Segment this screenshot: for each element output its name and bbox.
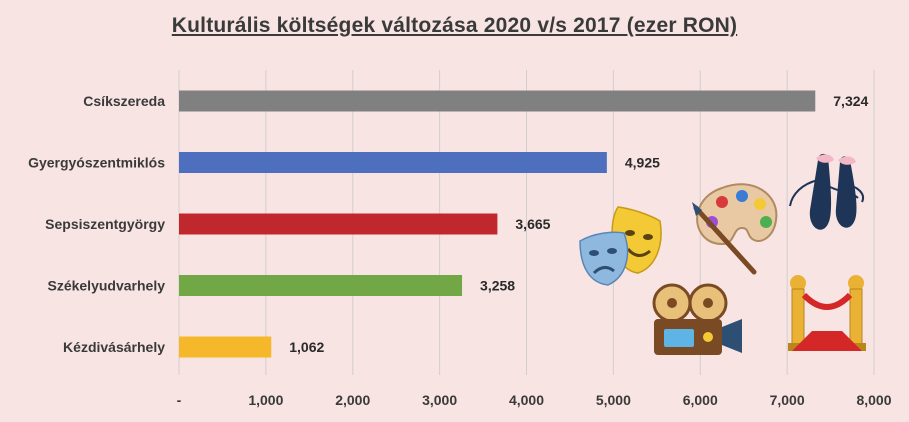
data-label: 3,258 (480, 278, 515, 294)
x-tick-label: 8,000 (856, 392, 891, 408)
paint-palette-icon (692, 183, 778, 275)
bar (179, 152, 607, 173)
theater-masks-icon (579, 206, 662, 286)
bars (179, 90, 816, 358)
x-tick-label: 6,000 (683, 392, 718, 408)
data-label: 3,665 (515, 216, 550, 232)
ballet-shoes-icon (789, 153, 864, 230)
data-label: 4,925 (625, 155, 660, 171)
chart-title: Kulturális költségek változása 2020 v/s … (171, 14, 738, 37)
bar (179, 275, 463, 296)
x-tick-label: 4,000 (509, 392, 544, 408)
x-tick-label: 5,000 (596, 392, 631, 408)
x-tick-label: 3,000 (422, 392, 457, 408)
category-labels: Csíkszereda Gyergyószentmiklós Sepsiszentg… (28, 93, 165, 355)
data-label: 1,062 (289, 339, 324, 355)
category-label: Gyergyószentmiklós (28, 155, 165, 171)
category-label: Székelyudvarhely (47, 278, 165, 294)
red-carpet-icon (788, 275, 866, 351)
category-label: Kézdivásárhely (63, 339, 165, 355)
bar (179, 213, 498, 235)
bar (179, 90, 816, 112)
category-label: Sepsiszentgyörgy (45, 216, 165, 232)
x-tick-label: - (177, 392, 182, 408)
category-label: Csíkszereda (83, 93, 165, 109)
x-tick-label: 2,000 (335, 392, 370, 408)
x-tick-label: 7,000 (770, 392, 805, 408)
value-labels: 7,324 4,925 3,665 3,258 1,062 (289, 93, 868, 355)
film-projector-icon (652, 283, 742, 355)
bar (179, 336, 272, 358)
data-label: 7,324 (833, 93, 868, 109)
x-axis-ticks: - 1,000 2,000 3,000 4,000 5,000 6,000 7,000 8,00… (177, 392, 892, 408)
x-tick-label: 1,000 (248, 392, 283, 408)
